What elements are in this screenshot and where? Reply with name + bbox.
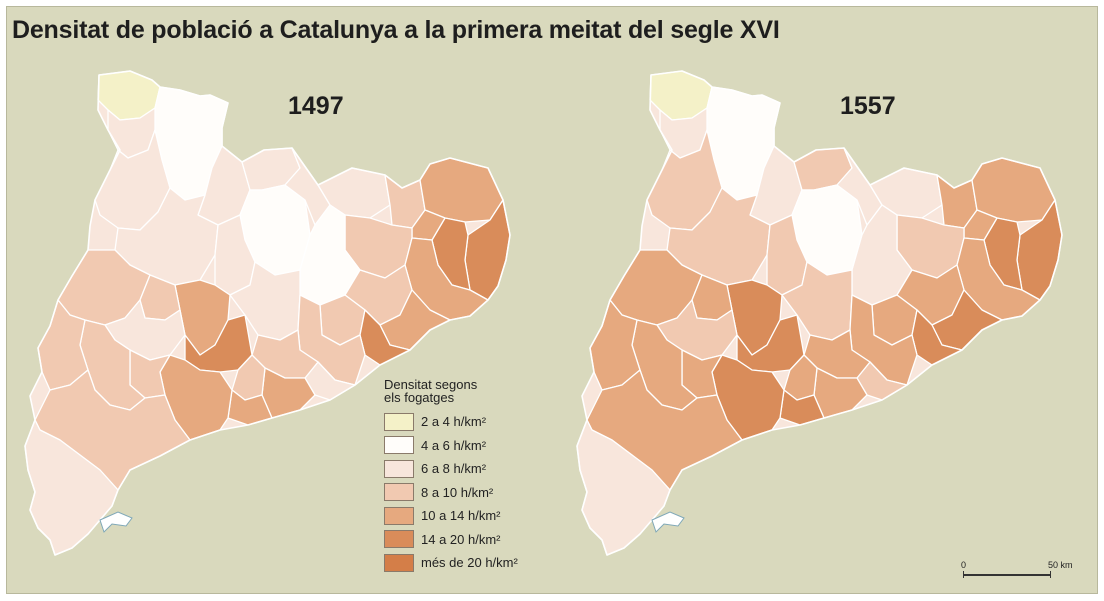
year-label-1497: 1497 — [288, 92, 344, 120]
legend-swatch — [384, 412, 414, 431]
legend-item: 4 a 6 h/km² — [384, 434, 584, 458]
year-label-1557: 1557 — [840, 92, 896, 120]
ebro-delta — [99, 511, 133, 533]
legend-label: 8 a 10 h/km² — [421, 484, 494, 500]
region-barcelones — [911, 309, 963, 366]
legend-swatch — [384, 530, 414, 549]
map-title: Densitat de població a Catalunya a la pr… — [12, 16, 780, 44]
legend-item: 10 a 14 h/km² — [384, 504, 584, 528]
legend-item: 6 a 8 h/km² — [384, 457, 584, 481]
ebro-delta — [651, 511, 685, 533]
legend-item: 2 a 4 h/km² — [384, 410, 584, 434]
map-1497 — [24, 70, 511, 556]
legend-swatch — [384, 483, 414, 502]
legend-label: 2 a 4 h/km² — [421, 414, 487, 430]
region-barcelones — [359, 309, 411, 366]
legend-title: Densitat segons els fogatges — [384, 378, 584, 404]
territory-outline — [24, 70, 511, 556]
scale-end-label: 50 km — [1048, 560, 1073, 570]
legend-label: 6 a 8 h/km² — [421, 461, 487, 477]
legend-title-line1: Densitat segons — [384, 377, 478, 392]
scale-line — [963, 574, 1051, 576]
scale-tick — [963, 571, 964, 578]
legend-swatch — [384, 436, 414, 455]
legend-swatch — [384, 506, 414, 525]
territory-outline — [576, 70, 1063, 556]
map-1557 — [576, 70, 1063, 556]
scale-bar: 0 50 km — [958, 560, 1078, 584]
scale-tick — [1050, 571, 1051, 578]
legend-item: 8 a 10 h/km² — [384, 481, 584, 505]
legend-label: 4 a 6 h/km² — [421, 437, 487, 453]
legend-label: 10 a 14 h/km² — [421, 508, 501, 524]
legend-swatch — [384, 553, 414, 572]
legend-item: més de 20 h/km² — [384, 551, 584, 575]
legend-swatch — [384, 459, 414, 478]
legend: Densitat segons els fogatges 2 a 4 h/km²… — [384, 378, 584, 575]
scale-start-label: 0 — [961, 560, 967, 570]
legend-item: 14 a 20 h/km² — [384, 528, 584, 552]
legend-label: 14 a 20 h/km² — [421, 531, 501, 547]
legend-label: més de 20 h/km² — [421, 555, 518, 571]
legend-title-line2: els fogatges — [384, 390, 455, 405]
